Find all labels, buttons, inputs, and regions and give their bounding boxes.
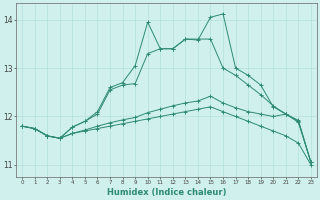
X-axis label: Humidex (Indice chaleur): Humidex (Indice chaleur) [107,188,226,197]
